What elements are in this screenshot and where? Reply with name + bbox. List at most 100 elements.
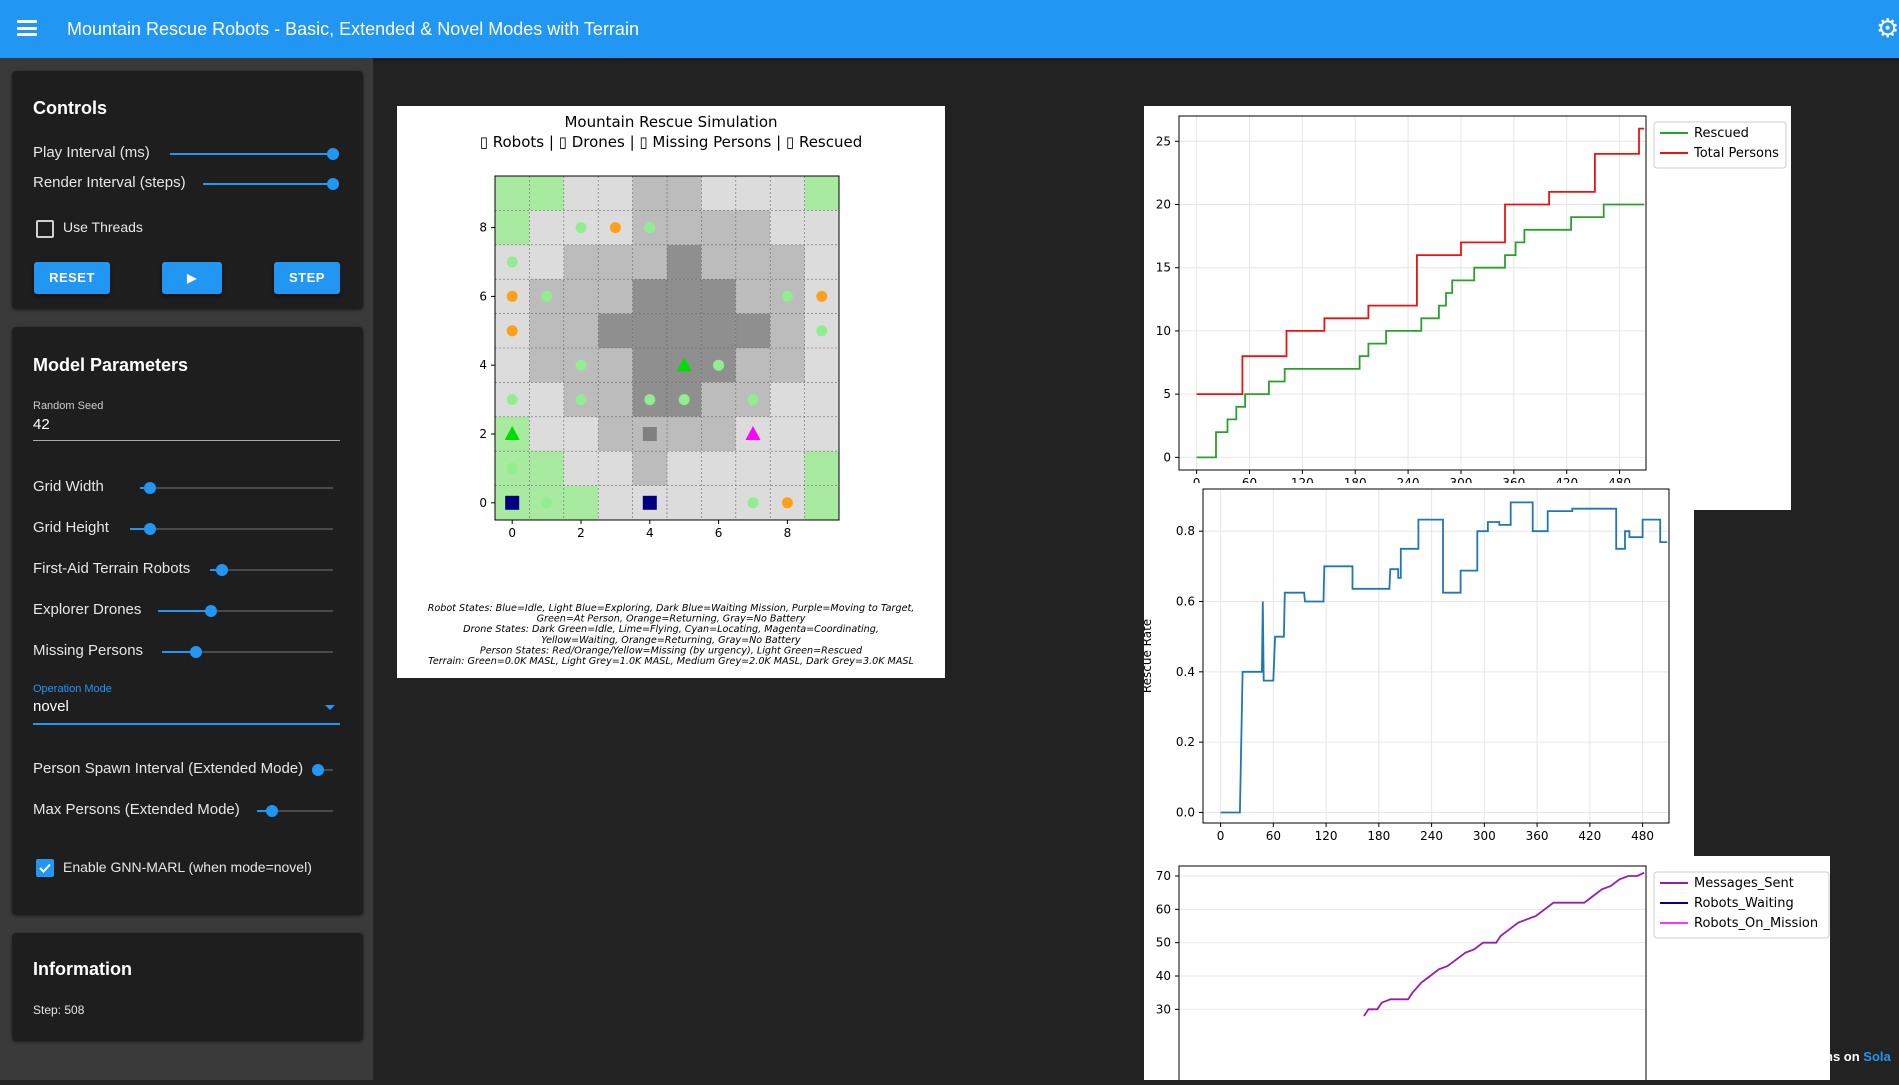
max-persons-slider[interactable]	[257, 805, 333, 817]
y-tick-label: 20	[1156, 198, 1171, 212]
rescue-rate-chart-panel: 0 60 120 180 240 300 360 420 480 0.0 0.2 0.4 0.6 0.8 R…	[1140, 483, 1694, 859]
step-button[interactable]: STEP	[274, 262, 340, 294]
render-interval-label: Render Interval (steps)	[33, 174, 186, 191]
legend-label: Rescued	[1694, 126, 1749, 141]
legend-line: Yellow=Waiting, Orange=Returning, Gray=N…	[541, 635, 801, 646]
y-tick-label: 60	[1156, 902, 1171, 916]
legend-label: Robots_On_Mission	[1694, 916, 1818, 931]
x-tick-label: 0	[508, 526, 516, 540]
y-tick-label: 8	[479, 221, 487, 235]
use-threads-checkbox[interactable]	[36, 220, 54, 238]
terrain-cell	[598, 485, 633, 520]
slider-knob[interactable]	[204, 605, 217, 617]
terrain-cell	[804, 451, 839, 486]
x-tick-label: 2	[577, 526, 585, 540]
controls-title: Controls	[33, 98, 107, 118]
terrain-cell	[632, 313, 667, 348]
footer-link[interactable]: Sola	[1863, 1049, 1891, 1064]
person-marker	[506, 325, 518, 337]
y-tick-label: 40	[1156, 969, 1171, 983]
legend-line: Terrain: Green=0.0K MASL, Light Grey=1.0…	[428, 656, 914, 667]
slider-knob[interactable]	[144, 523, 157, 535]
rescued-chart: 0601201802403003604204800510152025Rescue…	[1156, 115, 1787, 490]
app-title: Mountain Rescue Robots - Basic, Extended…	[67, 19, 639, 39]
person-marker	[506, 256, 518, 268]
play-interval-slider[interactable]	[170, 148, 339, 160]
reset-button[interactable]: RESET	[34, 262, 110, 294]
series-line	[1363, 871, 1645, 1017]
drones-label: Explorer Drones	[33, 601, 142, 618]
messages-chart-panel: 30 40 50 60 70 Messages_Sent Robots_Waiting Rob…	[1144, 856, 1830, 1085]
terrain-cell	[735, 451, 771, 486]
terrain-cell	[701, 416, 736, 452]
plot-frame	[1178, 115, 1647, 471]
terrain-cell	[632, 176, 667, 211]
operation-mode-select[interactable]: novel	[33, 698, 69, 715]
gear-icon[interactable]: ⚙	[1876, 13, 1899, 43]
terrain-cell	[598, 348, 633, 383]
terrain-cell	[770, 451, 805, 486]
slider-knob[interactable]	[327, 178, 339, 190]
slider-knob[interactable]	[327, 148, 339, 160]
gnn-marl-checkbox[interactable]	[36, 859, 54, 877]
person-marker	[713, 359, 725, 371]
terrain-cell	[735, 348, 771, 383]
y-axis-label: Rescue Rate	[1144, 619, 1154, 693]
slider-knob[interactable]	[312, 764, 324, 776]
terrain-cell	[701, 451, 736, 486]
slider-knob[interactable]	[190, 646, 203, 658]
terrain-cell	[598, 382, 633, 417]
terrain-cell	[804, 244, 839, 280]
person-marker	[575, 394, 587, 406]
robot-marker	[642, 427, 657, 441]
terrain-cell	[529, 348, 564, 383]
play-button[interactable]: ▶	[162, 262, 222, 294]
terrain-cell	[770, 416, 805, 452]
persons-slider[interactable]	[162, 646, 333, 658]
terrain-cell	[632, 348, 667, 383]
grid-height-label: Grid Height	[33, 519, 109, 536]
terrain-cell	[804, 382, 839, 417]
robots-slider[interactable]	[210, 564, 333, 576]
slider-knob[interactable]	[143, 482, 156, 494]
terrain-cell	[701, 279, 736, 314]
operation-mode-underline	[33, 723, 340, 725]
rescued-chart-panel: 0601201802403003604204800510152025Rescue…	[1144, 106, 1791, 510]
drones-slider[interactable]	[158, 605, 333, 617]
chevron-down-icon[interactable]	[325, 705, 335, 710]
spawn-interval-slider[interactable]	[312, 764, 333, 776]
grid-width-slider[interactable]	[140, 482, 333, 494]
person-marker	[541, 290, 553, 302]
information-card: Information	[12, 933, 363, 1041]
terrain-cell	[529, 244, 564, 280]
random-seed-input[interactable]: 42	[33, 416, 50, 433]
operation-mode-label: Operation Mode	[33, 683, 112, 695]
y-tick-label: 0.0	[1176, 805, 1195, 819]
terrain-cell	[563, 313, 599, 348]
terrain-cell	[563, 244, 599, 280]
render-interval-slider[interactable]	[203, 178, 339, 190]
grid-height-slider[interactable]	[130, 523, 333, 535]
play-interval-label: Play Interval (ms)	[33, 144, 150, 161]
y-tick-label: 4	[479, 358, 487, 372]
terrain-cell	[667, 451, 702, 486]
messages-chart: 30 40 50 60 70 Messages_Sent Robots_Waiting Rob…	[1156, 865, 1830, 1085]
step-counter: Step: 508	[33, 1003, 85, 1017]
x-tick-label: 240	[1420, 829, 1443, 843]
terrain-cell	[563, 416, 599, 452]
terrain-cell	[495, 176, 530, 211]
slider-knob[interactable]	[266, 805, 279, 817]
footer-credit: ns on Sola	[1825, 1049, 1891, 1064]
legend-line: Drone States: Dark Green=Idle, Lime=Flyi…	[463, 624, 879, 635]
grid-width-label: Grid Width	[33, 478, 104, 495]
terrain-cell	[598, 313, 633, 348]
slider-knob[interactable]	[216, 564, 229, 576]
legend-line: Person States: Red/Orange/Yellow=Missing…	[480, 645, 863, 656]
person-marker	[644, 394, 656, 406]
hamburger-icon[interactable]	[17, 20, 37, 36]
y-tick-label: 25	[1156, 134, 1171, 148]
y-tick-label: 5	[1163, 387, 1171, 401]
legend-label: Robots_Waiting	[1694, 896, 1794, 911]
terrain-cell	[701, 244, 736, 280]
terrain-cell	[701, 210, 736, 245]
